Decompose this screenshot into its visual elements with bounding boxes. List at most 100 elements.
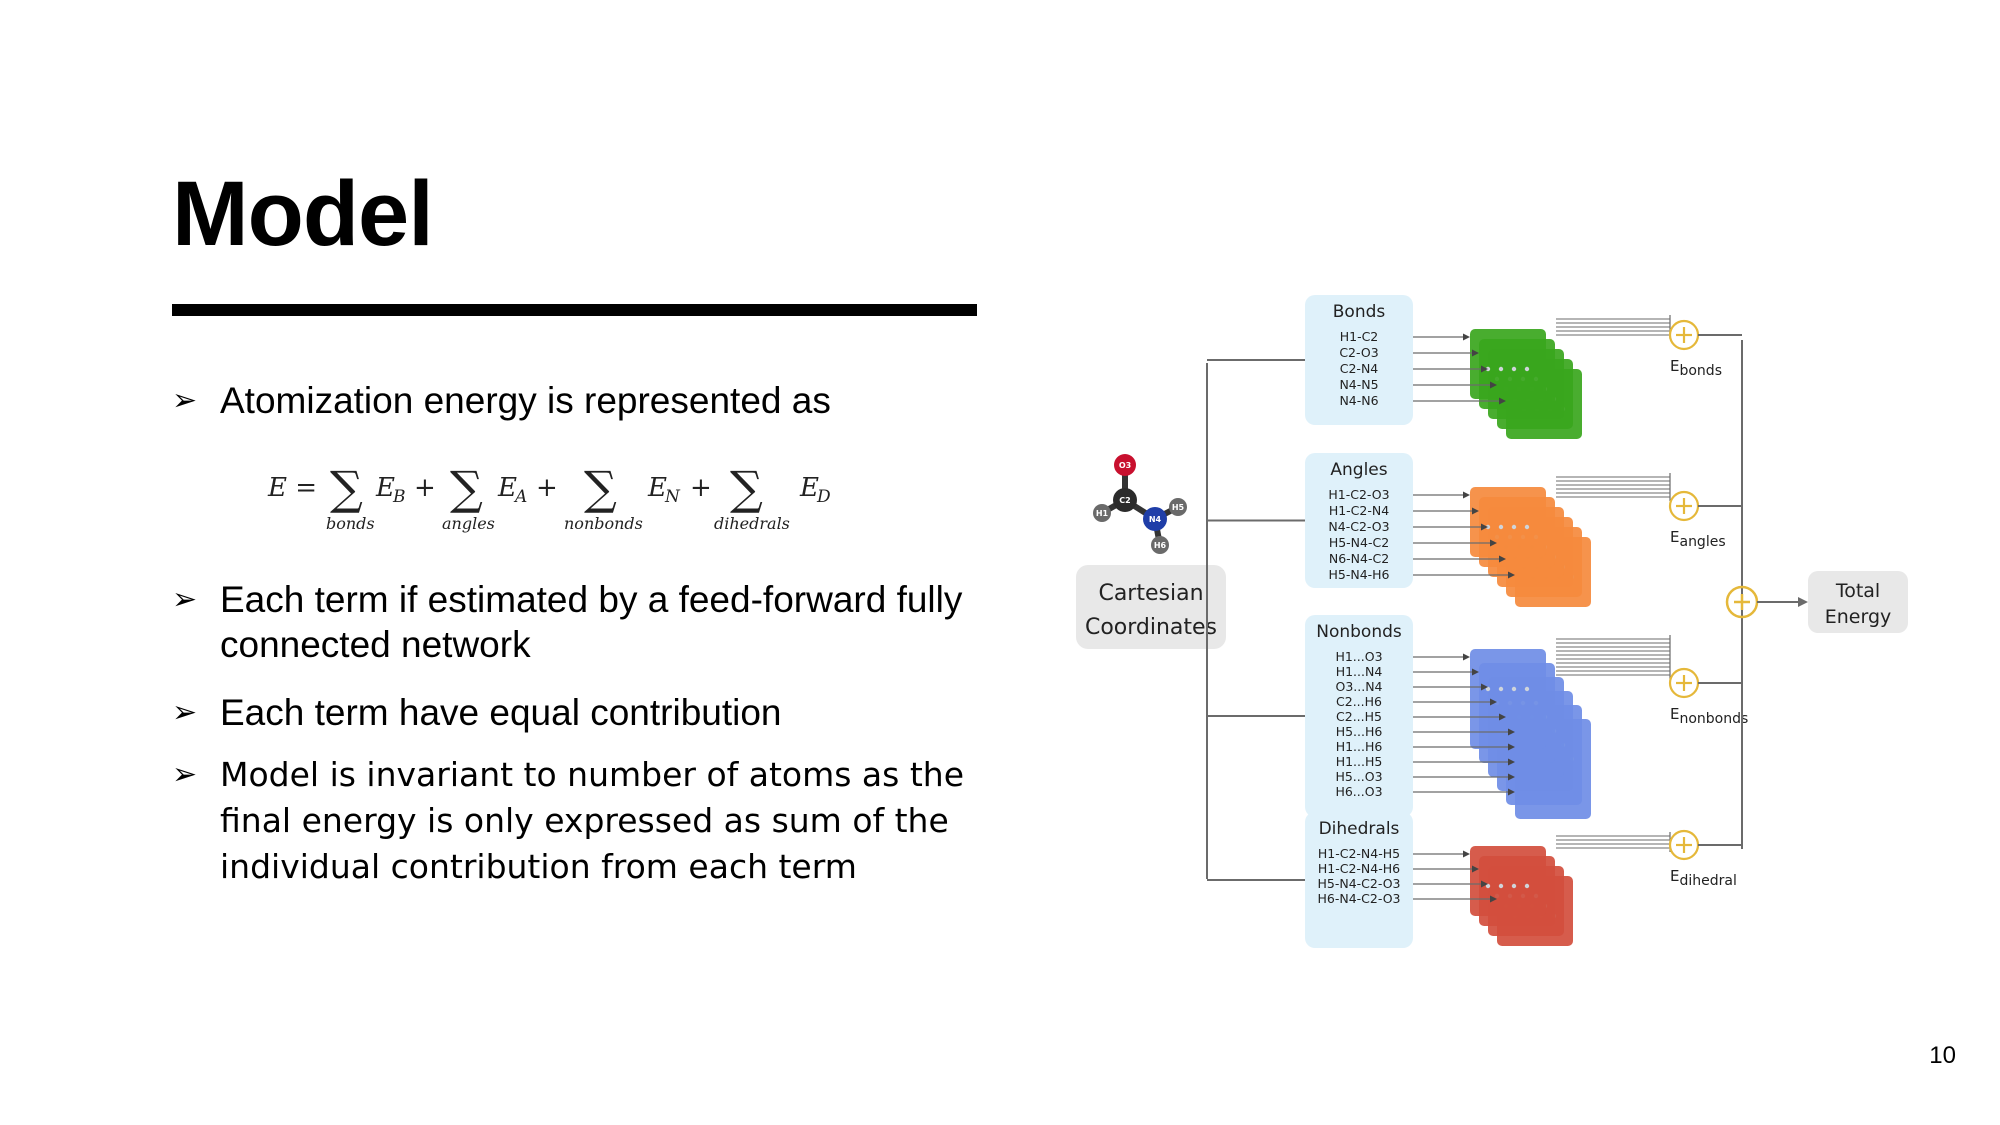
group-item: H1...H6 xyxy=(1336,739,1383,754)
group-title: Nonbonds xyxy=(1316,622,1402,642)
arrow-bullet-icon: ➢ xyxy=(172,696,198,729)
energy-label: Ebonds xyxy=(1670,357,1722,379)
group-item: N6-N4-C2 xyxy=(1329,551,1389,566)
group-item: H1-C2-N4 xyxy=(1329,503,1389,518)
group-angles: Angles H1-C2-O3H1-C2-N4N4-C2-O3H5-N4-C2N6… xyxy=(1207,453,1742,607)
carbon-atom xyxy=(1113,488,1137,512)
bullet-feed-forward: ➢ Each term if estimated by a feed-forwa… xyxy=(172,577,1012,667)
network-node xyxy=(1511,883,1517,889)
network-node xyxy=(1511,686,1517,692)
formula-term-under: bonds xyxy=(326,514,375,533)
bullet-text: Model is invariant to number of atoms as… xyxy=(220,755,964,886)
svg-text:+: + xyxy=(536,473,558,503)
svg-text:C2: C2 xyxy=(1119,496,1130,505)
arrow-bullet-icon: ➢ xyxy=(172,583,198,616)
bullet-atomization: ➢ Atomization energy is represented as xyxy=(172,378,1012,423)
title-underline xyxy=(172,304,977,316)
bullet-text: Each term have equal contribution xyxy=(220,692,782,733)
network-node xyxy=(1524,366,1530,372)
arrow-bullet-icon: ➢ xyxy=(172,384,198,417)
svg-text:∑: ∑ xyxy=(450,462,483,515)
formula-term-sub: B xyxy=(392,487,406,507)
group-item: N4-C2-O3 xyxy=(1328,519,1389,534)
bullet-text: Atomization energy is represented as xyxy=(220,380,831,421)
group-item: H1...N4 xyxy=(1336,664,1383,679)
hydrogen-atom xyxy=(1093,504,1111,522)
nitrogen-atom xyxy=(1143,507,1167,531)
group-item: C2-O3 xyxy=(1339,345,1378,360)
network-node xyxy=(1524,883,1530,889)
svg-text:∑: ∑ xyxy=(730,462,763,515)
formula-term-sub: N xyxy=(664,487,681,507)
group-title: Bonds xyxy=(1333,302,1386,322)
formula-term-sub: A xyxy=(513,487,527,507)
hydrogen-atom xyxy=(1151,536,1169,554)
group-box xyxy=(1305,615,1413,817)
group-item: H5...O3 xyxy=(1335,769,1382,784)
group-dihedrals: Dihedrals H1-C2-N4-H5H1-C2-N4-H6H5-N4-C2-… xyxy=(1207,812,1742,948)
energy-label: Eangles xyxy=(1670,528,1726,550)
formula-term-under: nonbonds xyxy=(564,514,643,533)
group-item: C2-N4 xyxy=(1340,361,1379,376)
group-item: N4-N6 xyxy=(1339,393,1378,408)
network-node xyxy=(1485,686,1491,692)
network-node xyxy=(1511,524,1517,530)
group-item: H5...H6 xyxy=(1336,724,1383,739)
network-node xyxy=(1511,366,1517,372)
network-node xyxy=(1524,524,1530,530)
total-energy-line1: Total xyxy=(1835,580,1880,602)
formula-term-sub: D xyxy=(816,487,831,507)
network-node xyxy=(1498,686,1504,692)
bullet-text: Each term if estimated by a feed-forward… xyxy=(220,579,963,665)
group-item: H1...O3 xyxy=(1335,649,1382,664)
group-title: Angles xyxy=(1330,460,1387,480)
formula-term-symbol: E xyxy=(497,473,517,503)
arrow-bullet-icon: ➢ xyxy=(172,757,198,792)
cartesian-label-line2: Coordinates xyxy=(1085,615,1217,640)
svg-text:+: + xyxy=(414,473,436,503)
page-number: 10 xyxy=(1929,1042,1956,1069)
network-layer xyxy=(1470,329,1546,399)
network-node xyxy=(1498,524,1504,530)
oxygen-atom xyxy=(1114,454,1136,476)
formula-term-under: dihedrals xyxy=(714,514,790,533)
group-item: H6...O3 xyxy=(1335,784,1382,799)
group-item: H1-C2-N4-H6 xyxy=(1318,861,1400,876)
group-item: H5-N4-C2 xyxy=(1329,535,1389,550)
group-item: H5-N4-H6 xyxy=(1328,567,1389,582)
hydrogen-atom xyxy=(1169,498,1187,516)
svg-text:O3: O3 xyxy=(1119,461,1131,470)
formula-term-symbol: E xyxy=(375,473,395,503)
svg-text:H6: H6 xyxy=(1154,541,1167,550)
formula-lhs: E = xyxy=(267,473,317,503)
formula-term-under: angles xyxy=(442,514,495,533)
group-item: O3...N4 xyxy=(1335,679,1382,694)
energy-label: Edihedral xyxy=(1670,867,1737,889)
network-node xyxy=(1485,883,1491,889)
svg-text:H1: H1 xyxy=(1096,509,1109,518)
group-item: H1-C2-O3 xyxy=(1328,487,1389,502)
network-diagram: O3 C2 H1 N4 H5 H6 Cartesian Coordinates … xyxy=(1076,295,1908,948)
group-title: Dihedrals xyxy=(1319,819,1400,839)
bullet-equal-contribution: ➢ Each term have equal contribution xyxy=(172,690,1012,735)
group-item: C2...H6 xyxy=(1336,694,1382,709)
group-box xyxy=(1305,295,1413,425)
total-energy-line2: Energy xyxy=(1825,606,1892,628)
group-item: C2...H5 xyxy=(1336,709,1382,724)
group-item: H5-N4-C2-O3 xyxy=(1317,876,1400,891)
total-energy-box xyxy=(1808,571,1908,633)
group-item: N4-N5 xyxy=(1339,377,1378,392)
group-item: H1...H5 xyxy=(1336,754,1383,769)
cartesian-label-line1: Cartesian xyxy=(1098,581,1203,606)
group-nonbonds: Nonbonds H1...O3H1...N4O3...N4C2...H6C2..… xyxy=(1207,615,1748,819)
svg-text:+: + xyxy=(690,473,712,503)
svg-text:∑: ∑ xyxy=(584,462,617,515)
network-node xyxy=(1498,366,1504,372)
svg-text:N4: N4 xyxy=(1149,515,1162,524)
svg-text:∑: ∑ xyxy=(330,462,363,515)
molecule-illustration: O3 C2 H1 N4 H5 H6 xyxy=(1093,454,1187,554)
group-item: H6-N4-C2-O3 xyxy=(1317,891,1400,906)
slide-title: Model xyxy=(172,163,434,265)
network-layer xyxy=(1470,649,1546,749)
